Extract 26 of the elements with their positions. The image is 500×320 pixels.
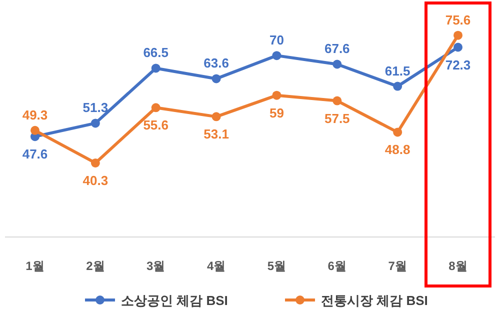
x-tick-label: 2월 bbox=[86, 259, 105, 273]
data-label: 49.3 bbox=[22, 107, 48, 122]
x-tick-label: 5월 bbox=[267, 259, 286, 273]
data-label: 59 bbox=[269, 105, 284, 120]
x-tick-label: 6월 bbox=[328, 259, 346, 273]
data-label: 48.8 bbox=[384, 142, 410, 158]
data-label: 57.5 bbox=[324, 110, 350, 126]
data-label: 40.3 bbox=[82, 172, 108, 188]
data-label: 66.5 bbox=[143, 45, 169, 60]
x-tick-label: 1월 bbox=[26, 259, 44, 273]
x-tick-label: 3월 bbox=[146, 259, 166, 273]
data-label: 47.6 bbox=[22, 146, 48, 162]
x-tick-label: 8월 bbox=[448, 259, 468, 273]
data-label: 51.3 bbox=[82, 100, 108, 116]
data-label: 67.6 bbox=[324, 41, 350, 56]
x-tick-label: 7월 bbox=[388, 259, 407, 273]
legend-label: 전통시장 체감 BSI bbox=[321, 293, 428, 308]
data-label: 63.6 bbox=[204, 56, 229, 71]
data-label: 53.1 bbox=[204, 126, 229, 142]
data-label: 70 bbox=[269, 32, 284, 48]
x-tick-label: 4월 bbox=[206, 259, 226, 273]
data-label: 61.5 bbox=[384, 63, 410, 78]
legend-label: 소상공인 체감 BSI bbox=[121, 293, 228, 308]
data-label: 72.3 bbox=[445, 57, 471, 72]
data-label: 75.6 bbox=[445, 12, 471, 28]
data-label: 55.6 bbox=[143, 118, 169, 133]
